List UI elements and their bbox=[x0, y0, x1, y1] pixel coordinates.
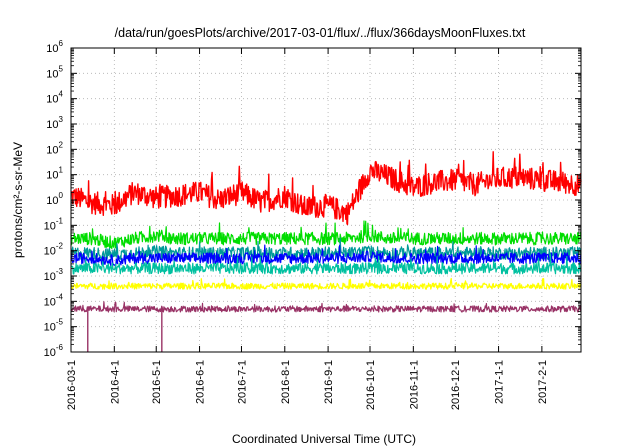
y-tick-label: 104 bbox=[46, 90, 63, 106]
chart-title: /data/run/goesPlots/archive/2017-03-01/f… bbox=[115, 26, 526, 40]
x-tick-label: 2016-7-1 bbox=[236, 360, 248, 404]
x-tick-label: 2016-10-1 bbox=[365, 360, 377, 410]
y-tick-label: 10-6 bbox=[44, 343, 64, 359]
y-tick-label: 10-3 bbox=[44, 267, 64, 283]
x-tick-label: 2016-03-1 bbox=[66, 360, 78, 410]
x-tick-label: 2017-2-1 bbox=[537, 360, 549, 404]
series-line bbox=[70, 220, 582, 250]
y-tick-label: 10-5 bbox=[44, 318, 64, 334]
x-tick-label: 2016-4-1 bbox=[109, 360, 121, 404]
y-tick-label: 10-1 bbox=[44, 216, 64, 232]
x-tick-label: 2016-9-1 bbox=[323, 360, 335, 404]
x-tick-label: 2017-1-1 bbox=[494, 360, 506, 404]
y-tick-label: 103 bbox=[46, 115, 63, 131]
series-line bbox=[70, 151, 582, 226]
x-tick-label: 2016-5-1 bbox=[151, 360, 163, 404]
axis-ticks: 10-6 10-5 10-4 10-3 10-2 10-1 100 101 102 103 104 1… bbox=[44, 39, 581, 410]
x-tick-label: 2016-12-1 bbox=[450, 360, 462, 410]
y-tick-label: 10-2 bbox=[44, 242, 64, 258]
x-axis-label: Coordinated Universal Time (UTC) bbox=[232, 432, 416, 446]
y-tick-label: 106 bbox=[46, 39, 63, 55]
y-tick-label: 10-4 bbox=[44, 292, 64, 308]
series-line bbox=[70, 244, 582, 267]
series-line bbox=[70, 301, 582, 313]
x-tick-label: 2016-11-1 bbox=[408, 360, 420, 409]
y-tick-label: 105 bbox=[46, 64, 63, 80]
y-axis-label-text: protons/cm²-s-sr-MeV bbox=[11, 142, 25, 258]
series-line bbox=[70, 254, 582, 275]
y-tick-label: 100 bbox=[46, 191, 63, 207]
x-tick-label: 2016-8-1 bbox=[280, 360, 292, 404]
y-tick-label: 101 bbox=[46, 166, 63, 182]
y-axis-label: protons/cm²-s-sr-MeV bbox=[11, 142, 25, 258]
series-line bbox=[70, 277, 582, 290]
x-tick-label: 2016-6-1 bbox=[195, 360, 207, 404]
y-tick-label: 102 bbox=[46, 140, 63, 156]
series-layer bbox=[70, 151, 582, 352]
